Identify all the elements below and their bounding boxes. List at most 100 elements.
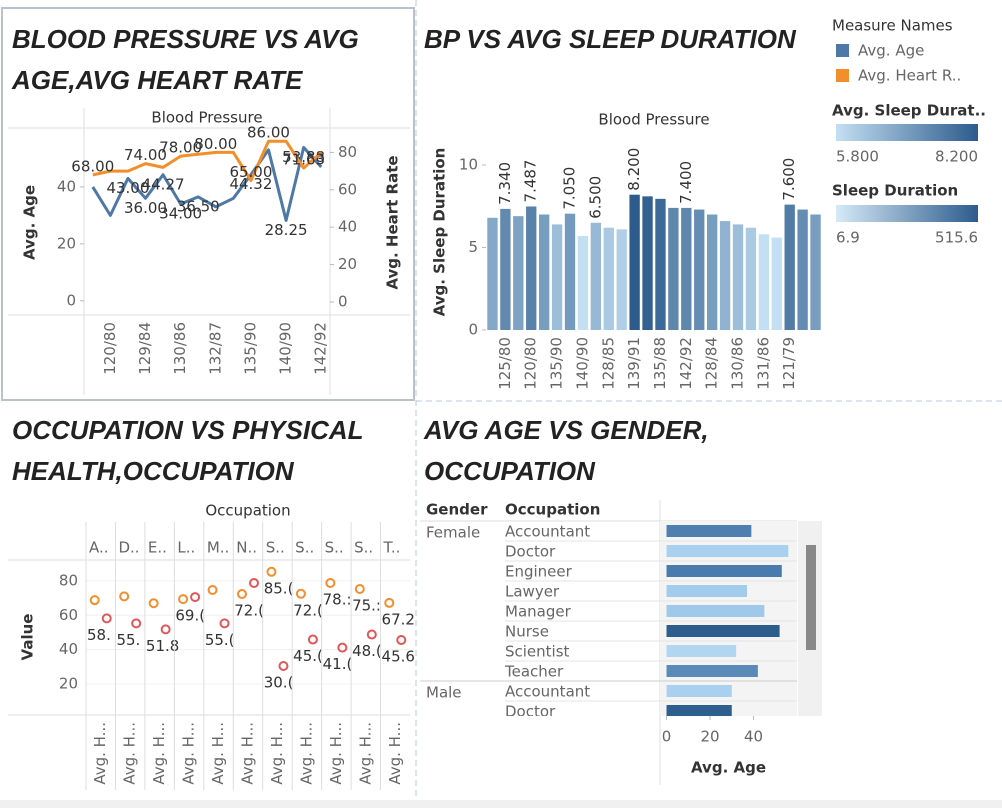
x-tick-label: 128/84 [703,337,721,390]
point [278,661,289,672]
chart-title: AVG AGE VS GENDER, OCCUPATION [424,415,709,486]
legend-title: Avg. Sleep Durat.. [832,102,986,120]
chart-title: BP VS AVG SLEEP DURATION [424,24,796,54]
point [249,577,259,588]
point [190,592,201,603]
rows: Female Accountant Doctor Engineer Lawyer Mana… [420,521,797,721]
bar [771,237,782,330]
bar [590,222,602,330]
data-label: 74.00 [124,146,167,164]
data-label: 68.00 [71,157,114,175]
point [396,635,407,646]
x-tick-label: 142/92 [312,322,330,375]
bar [784,204,795,330]
x-tick-label: 40 [744,728,763,746]
x-tick-label: Avg. H... [180,722,198,785]
x-tick-label: 130/86 [171,322,189,375]
legend-title: Sleep Duration [832,182,958,200]
data-label: 41.( [323,655,353,673]
data-label: 44.27 [142,175,185,193]
x-tick-label: 128/85 [599,337,617,390]
x-tick-label: 129/84 [136,322,154,375]
x-tick-label: 120/80 [522,337,540,390]
row-label: Engineer [505,563,573,581]
x-tick-label: 121/79 [780,337,798,390]
x-tick-label: Avg. H... [268,722,286,785]
y-tick-label: 40 [59,640,78,658]
chart-title: OCCUPATION VS PHYSICAL HEALTH,OCCUPATION [12,415,364,486]
bar [513,216,524,330]
x-tick-label: Avg. H... [91,722,109,785]
point [295,588,306,599]
row-label: Doctor [505,703,556,721]
y2-tick-label: 40 [338,218,357,236]
y-tick-label: 20 [59,675,78,693]
row-header: Gender [426,501,488,519]
x-tick-label: 0 [662,728,672,746]
point [366,629,377,640]
legend-swatch [836,44,849,57]
legend-label: 515.6 [935,229,978,247]
bar [655,198,666,330]
y2-tick-label: 20 [338,255,357,273]
column-label: S.. [325,539,344,557]
y-tick-label: 60 [59,606,78,624]
legend-swatch [836,69,849,82]
x-tick-label: 140/90 [573,337,591,390]
x-tick-label: 135/88 [651,337,669,390]
x-tick-label: Avg. H... [297,722,315,785]
series-line [92,139,323,182]
bar [666,645,737,657]
data-label: 7.600 [780,158,798,201]
bar [745,227,757,330]
x-tick-label: 131/86 [754,337,772,390]
bar [629,194,640,330]
point [237,588,247,599]
legend-label: 6.9 [836,229,860,247]
y-axis-title: Avg. Age [21,185,39,260]
data-label: 72.( [293,601,323,619]
bar [668,207,679,330]
y-tick-label: 80 [59,571,78,589]
legend-label: 8.200 [935,148,978,166]
group-label: Male [426,684,462,702]
data-label: 86.00 [247,124,290,142]
y-tick-label: 40 [57,177,76,195]
data-label: 7.340 [496,162,514,205]
data-label: 55.( [205,631,235,649]
bar [616,229,627,330]
bar [732,224,744,330]
x-tick-label: 142/92 [677,337,695,390]
bar [564,213,576,330]
data-label: 80.00 [194,135,237,153]
bar [666,605,765,617]
y2-axis-title: Avg. Heart Rate [384,155,402,289]
data-label: 43.00 [106,179,149,197]
row-label: Teacher [504,663,564,681]
bar [666,525,752,537]
x-tick-label: 130/86 [729,337,747,390]
data-label: 30.( [264,674,294,692]
data-label: 6.500 [586,176,604,219]
column-label: M.. [207,539,229,557]
chart-title: BLOOD PRESSURE VS AVG AGE,AVG HEART RATE [12,24,359,95]
data-label: 71.63 [282,151,325,169]
row-label: Lawyer [505,583,560,601]
data-label: 45.( [293,647,323,665]
y2-tick-label: 80 [338,143,357,161]
point [101,613,112,624]
point [384,597,395,608]
point [89,595,100,606]
column-label: S.. [266,539,285,557]
data-label: 28.25 [265,221,308,239]
bar [666,565,782,577]
point [207,585,218,596]
scrollbar-thumb[interactable] [806,545,816,650]
y-axis-title: Value [19,614,37,661]
point [160,624,171,635]
point [131,618,142,629]
data-label: 7.400 [677,161,695,204]
y-tick-label: 5 [468,238,478,256]
column-label: A.. [89,539,109,557]
